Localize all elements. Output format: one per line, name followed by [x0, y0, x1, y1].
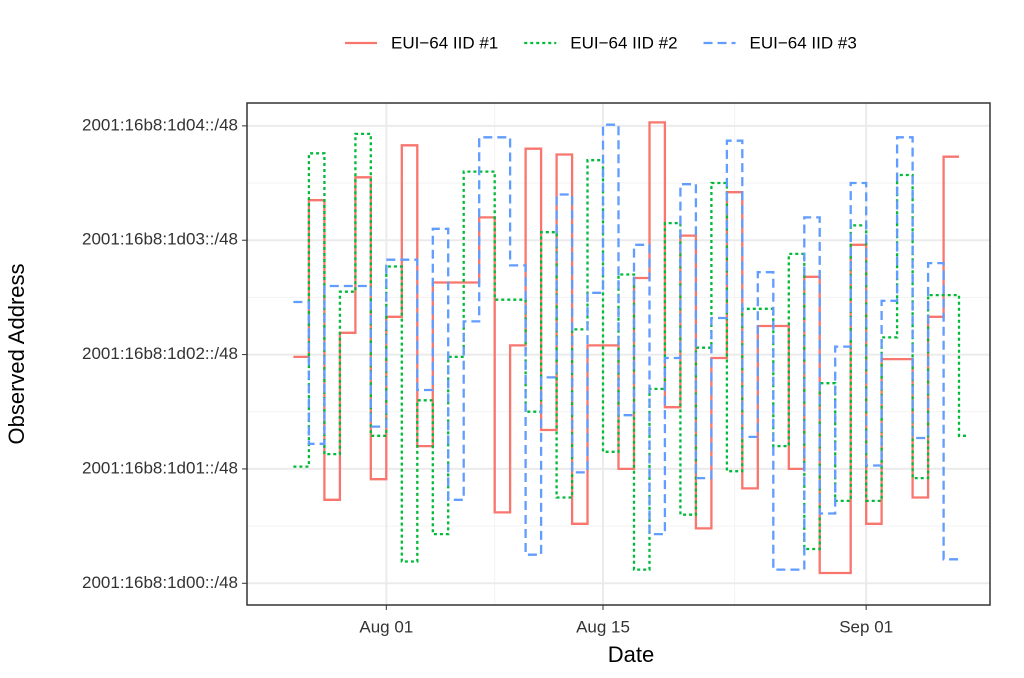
y-tick-label: 2001:16b8:1d01::/48	[82, 458, 238, 477]
y-axis-title: Observed Address	[4, 264, 29, 445]
legend-label: EUI−64 IID #1	[391, 33, 498, 52]
y-tick-label: 2001:16b8:1d00::/48	[82, 573, 238, 592]
step-line	[293, 123, 959, 571]
step-line	[293, 132, 967, 571]
y-tick-label: 2001:16b8:1d03::/48	[82, 230, 238, 249]
y-tick-label: 2001:16b8:1d02::/48	[82, 344, 238, 363]
x-tick-label: Sep 01	[839, 617, 893, 636]
step-line	[293, 121, 959, 575]
plot-border	[246, 102, 991, 606]
legend-label: EUI−64 IID #3	[750, 33, 857, 52]
legend-label: EUI−64 IID #2	[570, 33, 677, 52]
x-tick-label: Aug 01	[359, 617, 413, 636]
x-axis-title: Date	[608, 642, 654, 667]
x-tick-label: Aug 15	[576, 617, 630, 636]
y-tick-label: 2001:16b8:1d04::/48	[82, 115, 238, 134]
